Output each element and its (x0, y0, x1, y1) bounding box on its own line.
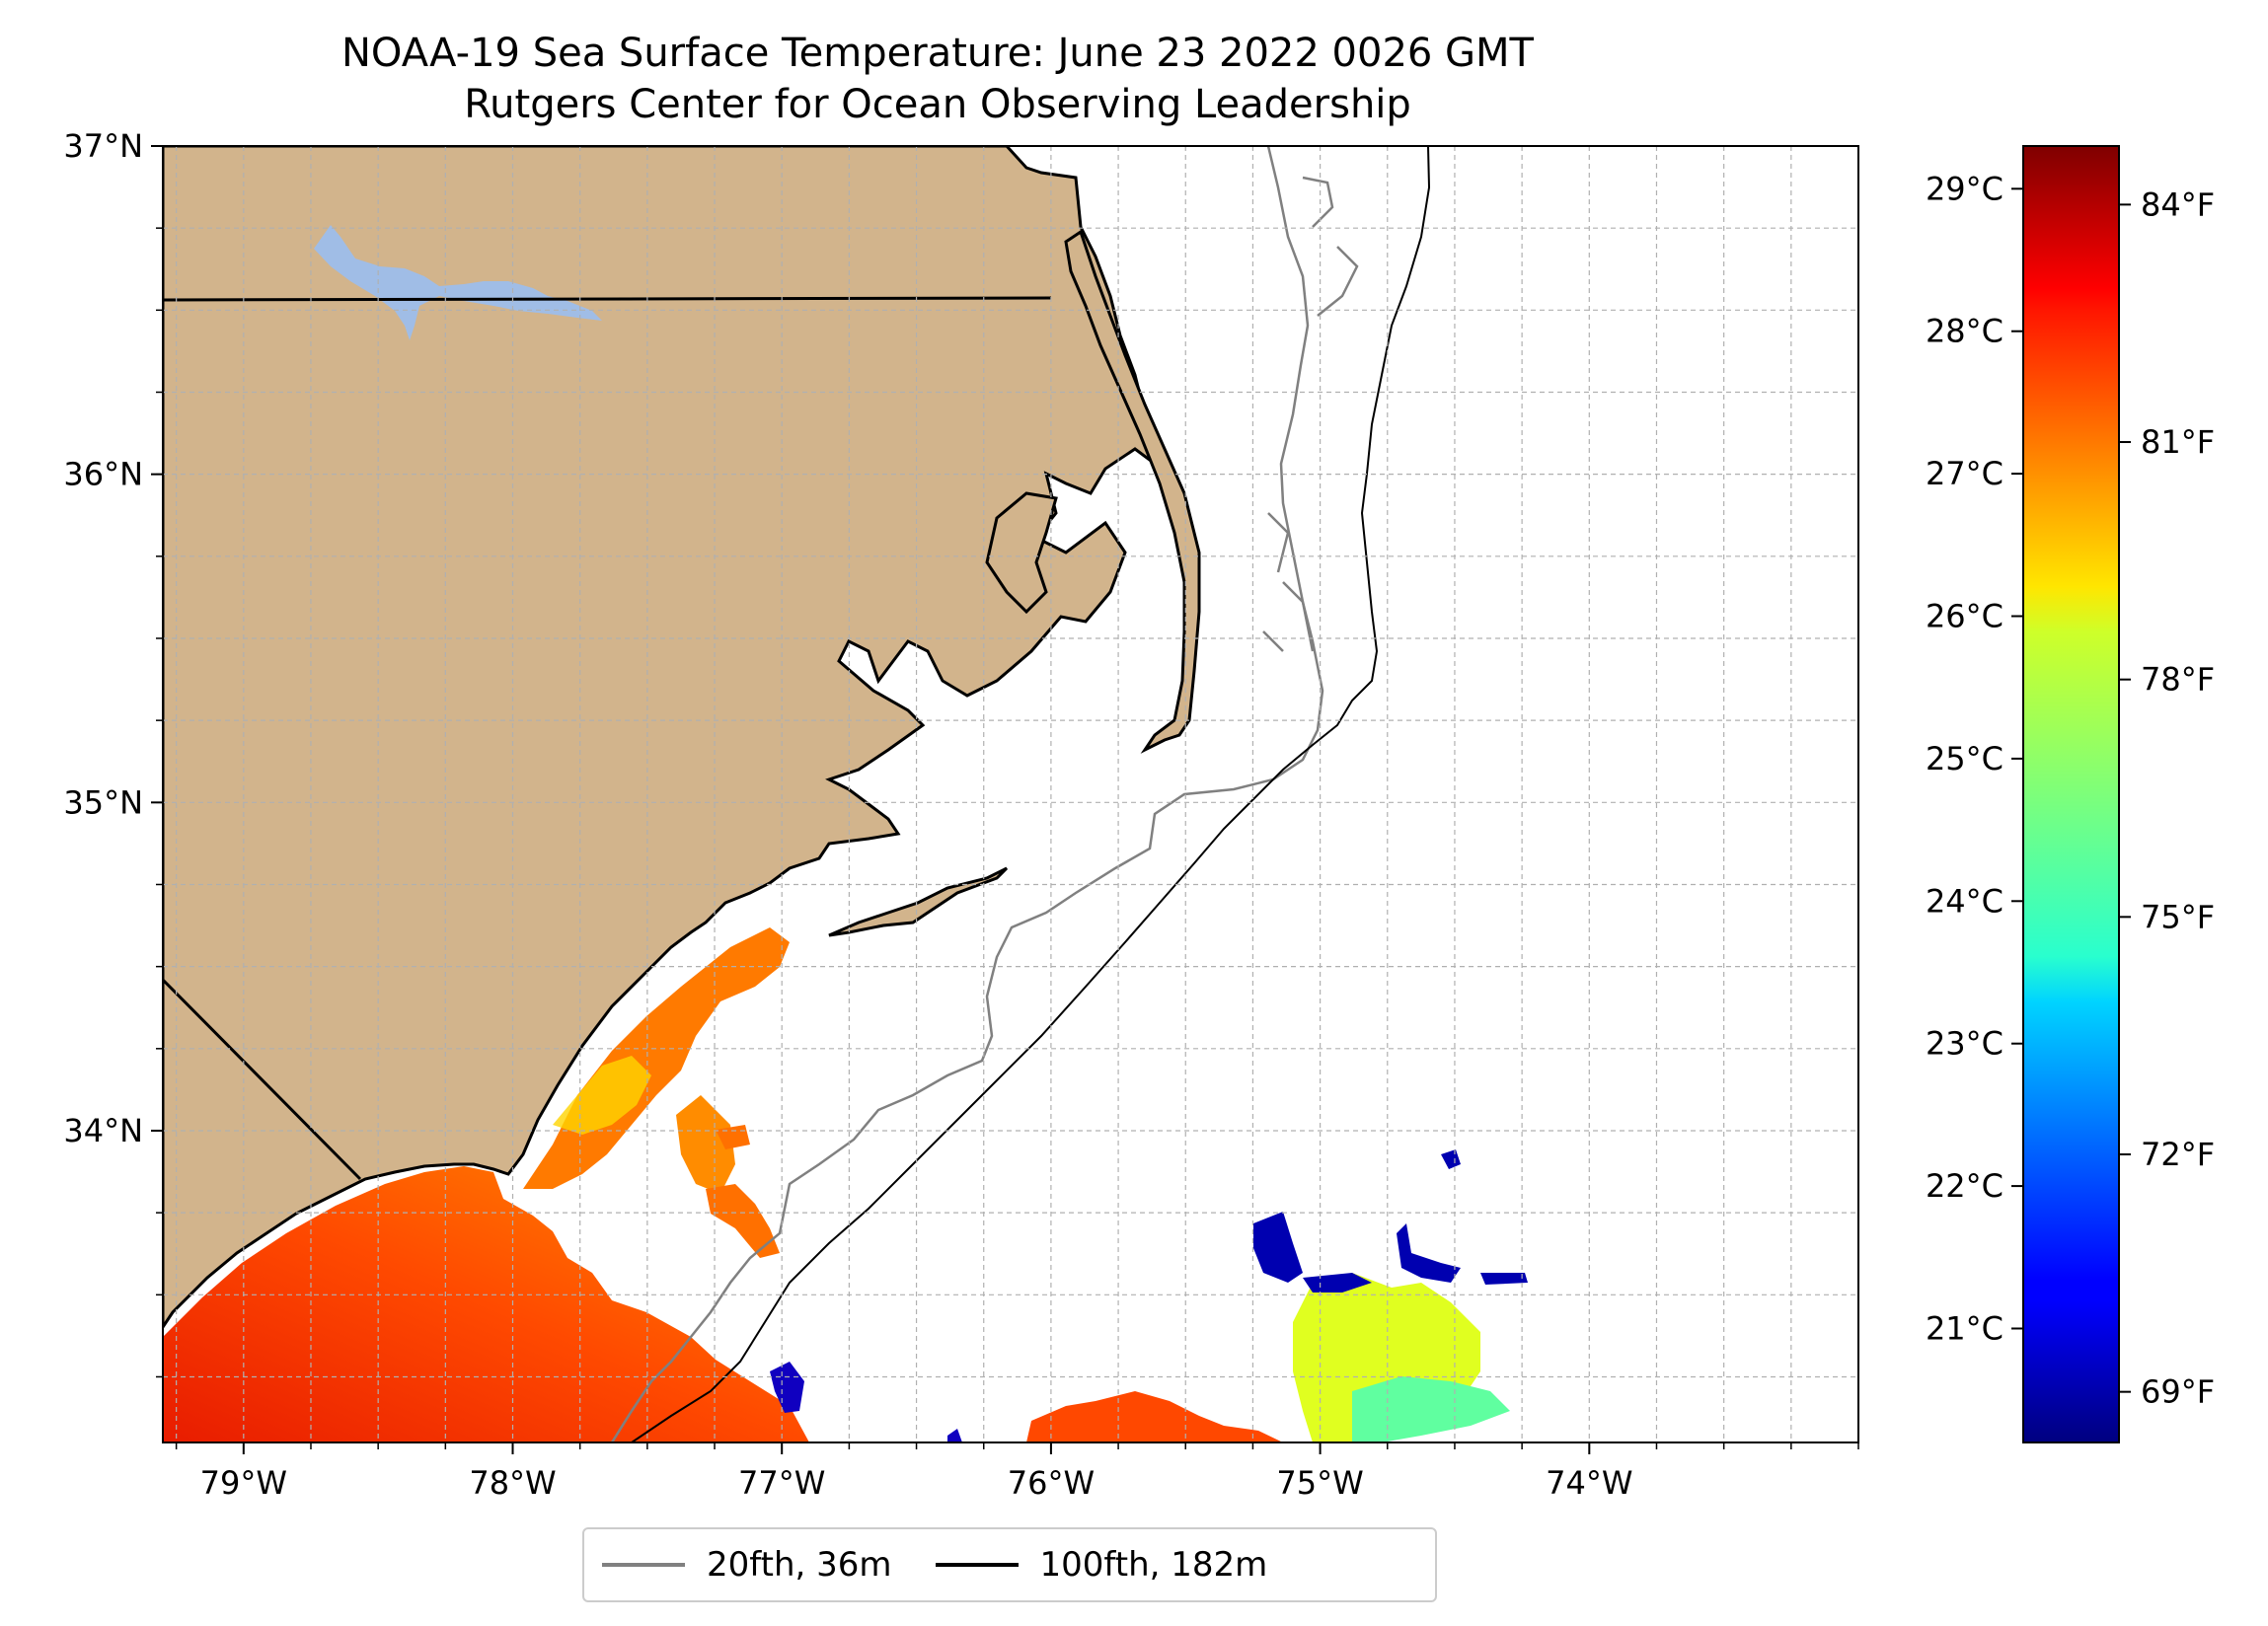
colorbar-gradient (2022, 145, 2120, 1443)
colorbar-label-celsius: 28°C (1926, 313, 2003, 350)
sst-patch-small-north (1441, 1149, 1528, 1285)
sst-patch-south-offshore (1026, 1391, 1283, 1442)
map-axis-ticks: 79°W 78°W 77°W 76°W 75°W 74°W 37°N 36°N 35°N 34°N (63, 127, 1859, 1502)
land-pamlico-peninsula (985, 491, 1058, 615)
lat-tick-label: 37°N (63, 127, 143, 165)
colorbar-label-celsius: 22°C (1926, 1167, 2003, 1205)
legend-label-100fth: 100fth, 182m (1039, 1545, 1268, 1585)
colorbar-label-fahrenheit: 69°F (2141, 1373, 2215, 1411)
colorbar-label-celsius: 21°C (1926, 1309, 2003, 1347)
colorbar-label-celsius: 26°C (1926, 598, 2003, 635)
sst-patch-gulf-stream-edge (706, 1184, 780, 1258)
colorbar-ticks: 29°C 28°C 27°C 26°C 25°C 24°C 23°C 22°C 21°C 84°F… (1926, 170, 2215, 1410)
colorbar: 29°C 28°C 27°C 26°C 25°C 24°C 23°C 22°C 21°C 84°F… (1926, 145, 2215, 1443)
colorbar-label-celsius: 23°C (1926, 1025, 2003, 1063)
map-frame (162, 145, 1859, 1443)
sst-patch-onslow-yellow (553, 1056, 651, 1135)
legend-swatch-100fth (935, 1563, 1019, 1567)
lake-kerr (314, 225, 602, 340)
colorbar-label-celsius: 29°C (1926, 170, 2003, 207)
legend-label-20fth: 20fth, 36m (707, 1545, 892, 1585)
state-border-nc-sc (163, 978, 362, 1181)
sst-patch-small-south-blue (770, 1362, 962, 1442)
map-gridlines (163, 146, 1858, 1442)
lat-tick-label: 34°N (63, 1112, 143, 1149)
isobath-legend: 20fth, 36m 100fth, 182m (582, 1527, 1437, 1602)
colorbar-label-celsius: 27°C (1926, 455, 2003, 492)
lat-tick-label: 35°N (63, 783, 143, 821)
chart-subtitle: Rutgers Center for Ocean Observing Leade… (464, 82, 1411, 127)
legend-swatch-20fth (602, 1563, 685, 1567)
chart-title: NOAA-19 Sea Surface Temperature: June 23… (340, 31, 1534, 76)
colorbar-label-fahrenheit: 84°F (2141, 185, 2215, 223)
lon-tick-label: 75°W (1276, 1464, 1363, 1502)
state-border-va-nc (163, 296, 1052, 302)
map-area (163, 146, 1858, 1442)
sst-patch-east-blue (1253, 1212, 1461, 1293)
sst-patch-cape-lookout (676, 1095, 735, 1194)
colorbar-label-celsius: 24°C (1926, 882, 2003, 920)
lon-tick-label: 76°W (1008, 1464, 1095, 1502)
lon-tick-label: 79°W (200, 1464, 287, 1502)
legend-item-20fth: 20fth, 36m (602, 1545, 892, 1585)
lon-tick-label: 74°W (1546, 1464, 1632, 1502)
isobath-20fth (610, 146, 1324, 1442)
sst-patch-east-teal (1352, 1376, 1510, 1442)
colorbar-label-fahrenheit: 75°F (2141, 898, 2215, 935)
legend-item-100fth: 100fth, 182m (935, 1545, 1268, 1585)
land-mainland (163, 146, 1158, 1330)
colorbar-label-fahrenheit: 72°F (2141, 1136, 2215, 1173)
lon-tick-label: 77°W (738, 1464, 825, 1502)
colorbar-label-celsius: 25°C (1926, 740, 2003, 777)
colorbar-label-fahrenheit: 81°F (2141, 423, 2215, 461)
colorbar-label-fahrenheit: 78°F (2141, 661, 2215, 699)
lat-tick-label: 36°N (63, 456, 143, 493)
land-layer (163, 146, 1201, 1330)
isobath-20fth-shoals (1262, 176, 1359, 652)
lon-tick-label: 78°W (469, 1464, 556, 1502)
